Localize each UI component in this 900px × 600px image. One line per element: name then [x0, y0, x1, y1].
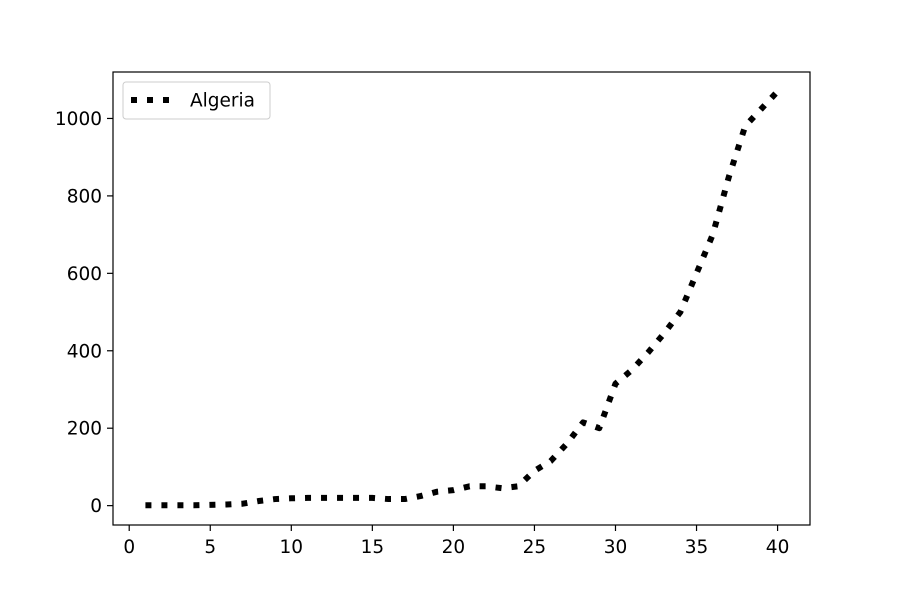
x-tick-label: 25	[523, 537, 547, 558]
x-tick-label: 35	[685, 537, 709, 558]
data-point	[226, 504, 227, 505]
x-tick-label: 5	[204, 537, 216, 558]
data-point	[534, 470, 535, 471]
data-point	[502, 488, 503, 489]
data-point	[437, 491, 438, 492]
data-point	[372, 497, 373, 498]
data-point	[323, 497, 324, 498]
data-point	[485, 486, 486, 487]
data-point	[258, 500, 259, 501]
data-point	[307, 497, 308, 498]
legend: Algeria	[122, 81, 271, 120]
data-point	[728, 176, 729, 177]
y-tick-label: 800	[67, 186, 102, 207]
y-tick-label: 1000	[55, 109, 102, 130]
y-tick-label: 400	[67, 341, 102, 362]
data-point	[194, 505, 195, 506]
data-point	[161, 505, 162, 506]
x-tick-label: 15	[361, 537, 385, 558]
data-point	[275, 499, 276, 500]
y-tick-label: 0	[90, 496, 102, 517]
data-point	[599, 428, 600, 429]
data-point	[696, 273, 697, 274]
x-tick-label: 40	[766, 537, 790, 558]
legend-label: Algeria	[190, 91, 255, 112]
data-point	[631, 370, 632, 371]
data-point	[712, 234, 713, 235]
x-tick-label: 10	[280, 537, 304, 558]
y-tick-label: 200	[67, 419, 102, 440]
x-tick-label: 30	[604, 537, 628, 558]
data-point	[647, 352, 648, 353]
data-point	[566, 443, 567, 444]
data-point	[388, 499, 389, 500]
data-point	[453, 490, 454, 491]
data-point	[777, 91, 778, 92]
data-point	[583, 422, 584, 423]
data-point	[680, 312, 681, 313]
data-point	[291, 498, 292, 499]
data-point	[404, 499, 405, 500]
x-tick-label: 20	[442, 537, 466, 558]
data-point	[242, 503, 243, 504]
data-point	[145, 505, 146, 506]
legend-box	[122, 81, 271, 120]
data-point	[420, 495, 421, 496]
x-tick-label: 0	[123, 537, 135, 558]
data-point	[550, 461, 551, 462]
y-axis: 0 200 400 600 800 1000	[55, 109, 113, 517]
y-tick-label: 600	[67, 264, 102, 285]
data-point	[761, 108, 762, 109]
data-point	[339, 497, 340, 498]
data-point	[356, 497, 357, 498]
data-point	[518, 486, 519, 487]
data-point	[210, 504, 211, 505]
x-axis: 0 5 10 15 20 25 30 35 40	[123, 525, 789, 558]
data-point	[615, 383, 616, 384]
data-point	[664, 333, 665, 334]
plot-frame	[112, 71, 811, 526]
data-point	[745, 126, 746, 127]
plot-area	[113, 72, 810, 525]
data-point	[469, 486, 470, 487]
data-point	[177, 505, 178, 506]
